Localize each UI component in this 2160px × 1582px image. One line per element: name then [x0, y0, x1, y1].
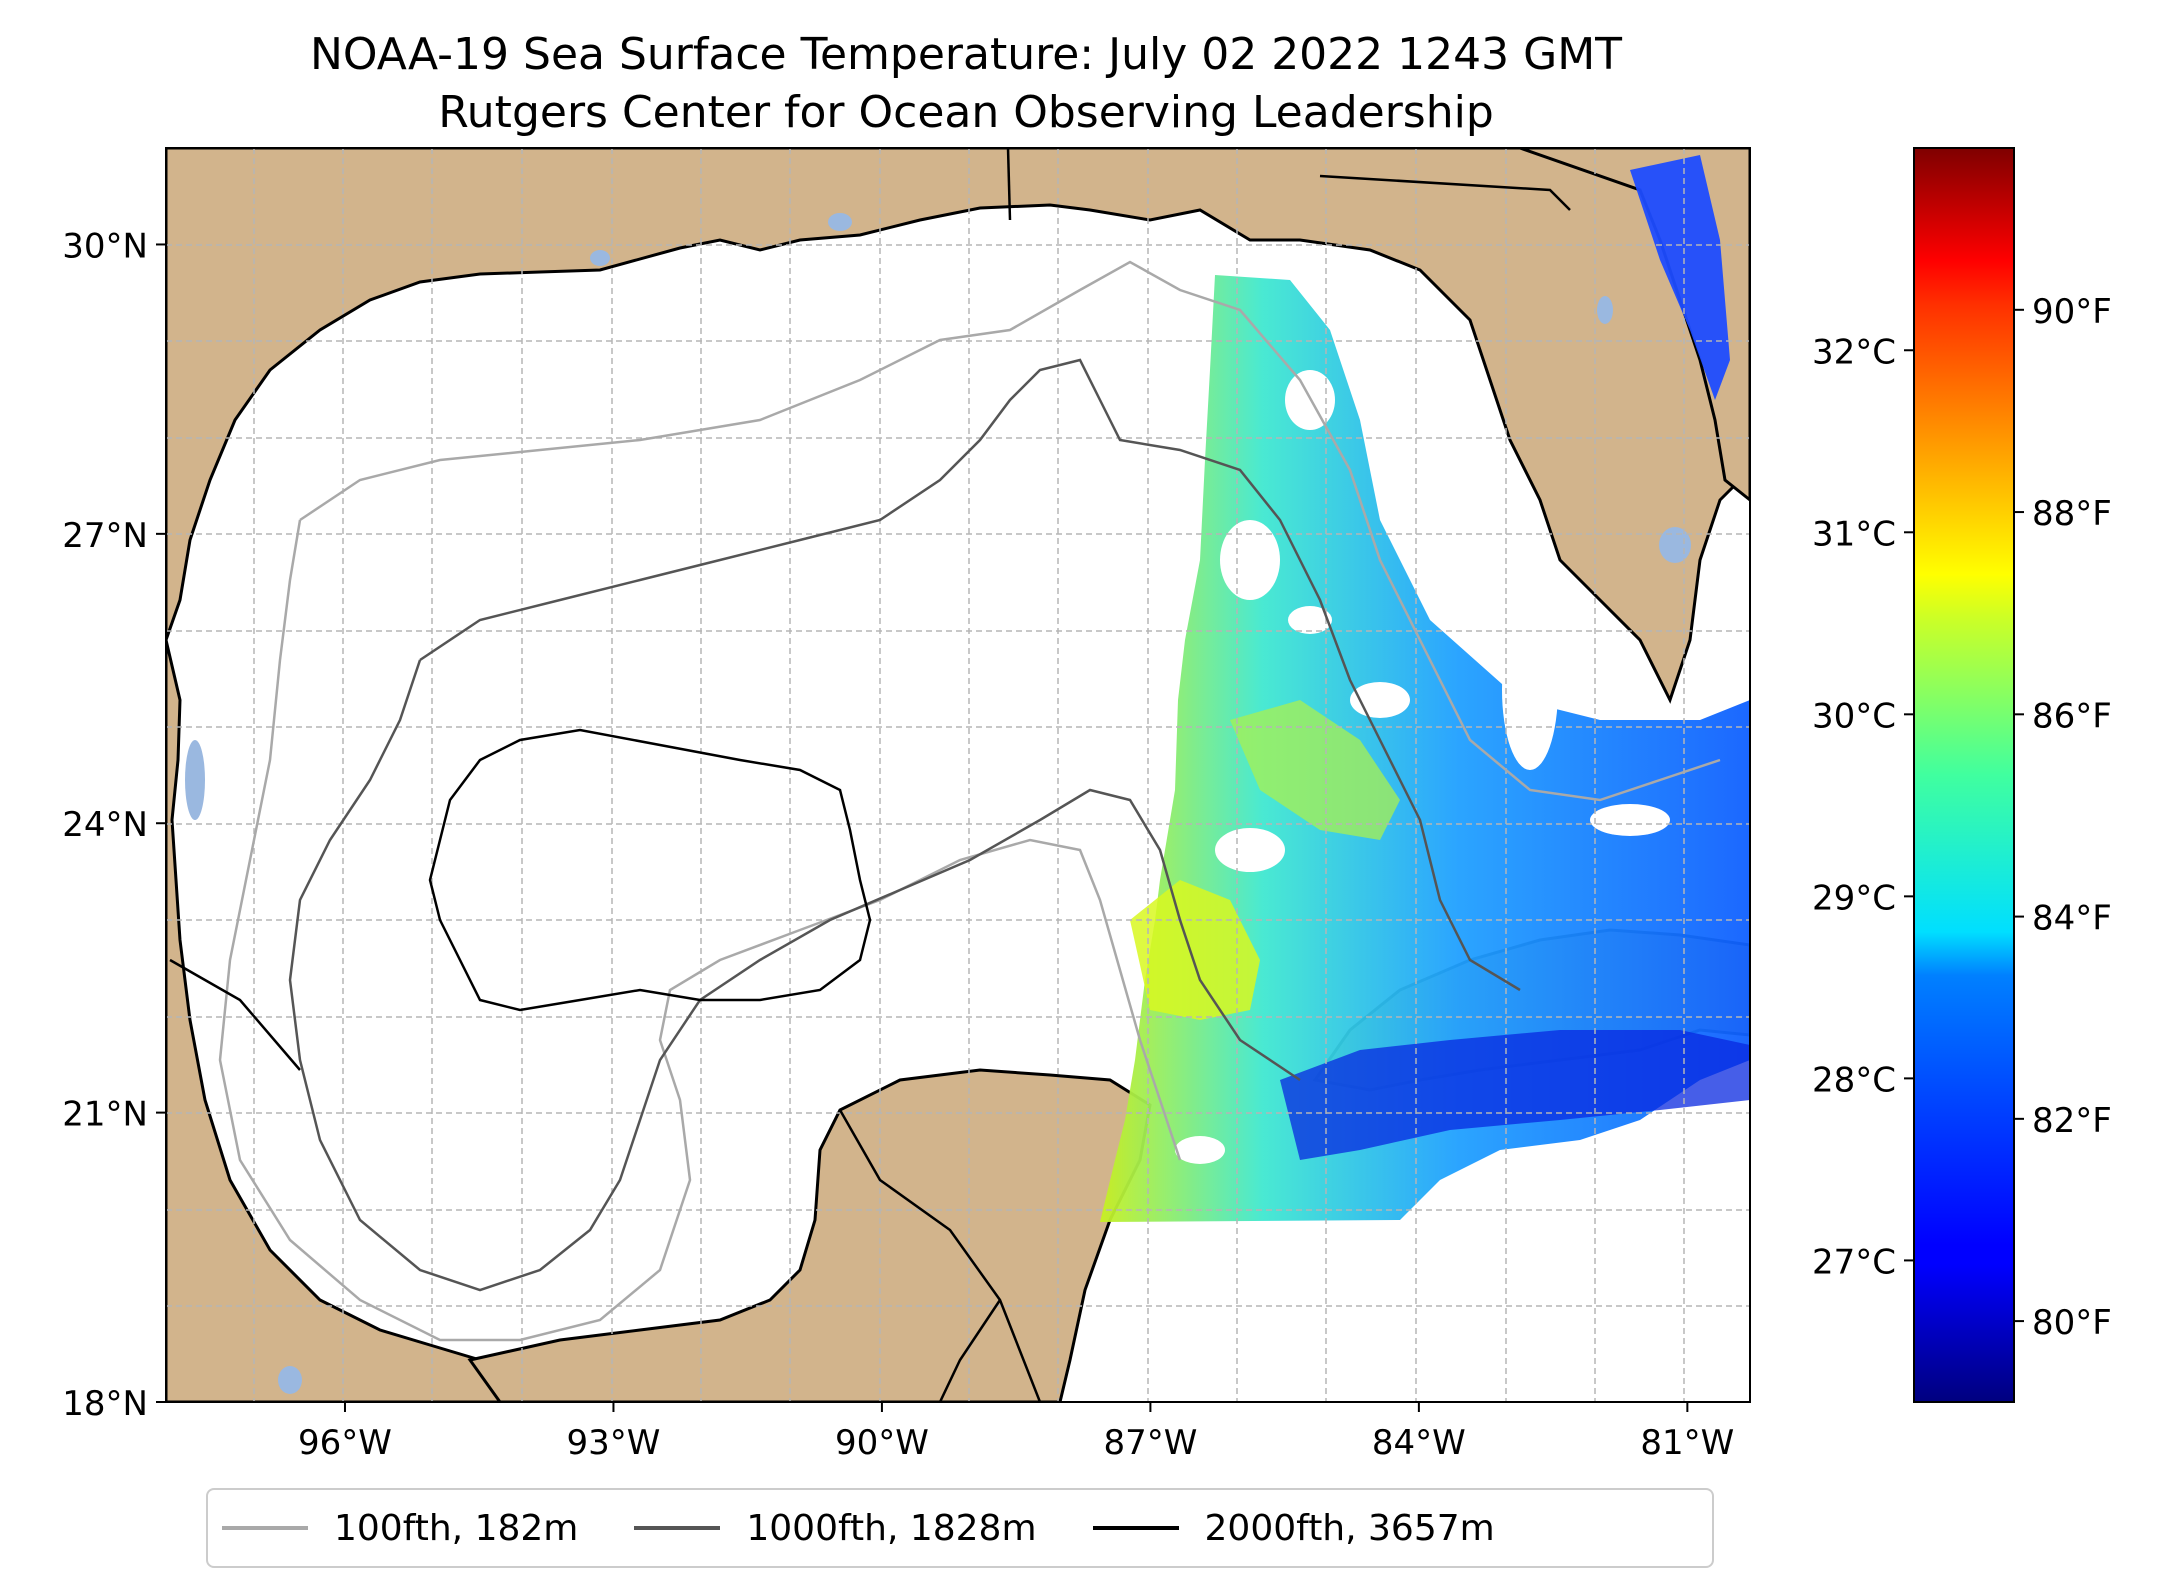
lat-tick-label: 30°N [62, 226, 148, 266]
lon-tick-label: 96°W [298, 1423, 392, 1463]
sst-cool-band [1280, 1030, 1750, 1160]
legend-label-1000fth: 1000fth, 1828m [746, 1507, 1037, 1549]
colorbar-f-tick-label: 90°F [2032, 292, 2112, 332]
colorbar-celsius-ticks: 27°C 28°C 29°C 30°C 31°C 32°C [1812, 332, 1914, 1282]
lat-tick-label: 24°N [62, 805, 148, 845]
lon-tick-label: 90°W [835, 1423, 929, 1463]
lakes [185, 213, 1691, 1394]
colorbar-fahrenheit-ticks: 80°F 82°F 84°F 86°F 88°F 90°F [2014, 292, 2112, 1343]
land-yucatan [467, 1068, 1152, 1402]
colorbar-f-tick-label: 84°F [2032, 899, 2112, 939]
contour-1000fth [288, 358, 1521, 1292]
contour-legend: 100fth, 182m 1000fth, 1828m 2000fth, 365… [206, 1488, 1714, 1568]
colorbar-f-tick-label: 88°F [2032, 494, 2112, 534]
contour-2000fth [428, 728, 872, 1012]
legend-swatch-1000fth [634, 1526, 721, 1530]
sst-warm-patch [1130, 880, 1260, 1020]
colorbar-c-tick-label: 32°C [1812, 332, 1896, 372]
colorbar-f-tick-label: 86°F [2032, 696, 2112, 736]
sst-swath-florida-east [1630, 155, 1730, 400]
title-line-2: Rutgers Center for Ocean Observing Leade… [438, 87, 1494, 138]
legend-swatch-2000fth [1092, 1526, 1179, 1530]
colorbar-f-tick-label: 80°F [2032, 1303, 2112, 1343]
chart-title: NOAA-19 Sea Surface Temperature: July 02… [166, 26, 1766, 142]
legend-item-100fth: 100fth, 182m [222, 1508, 578, 1549]
sst-warm-patch-2 [1230, 700, 1400, 840]
legend-item-2000fth: 2000fth, 3657m [1092, 1507, 1495, 1549]
lat-tick-label: 18°N [62, 1384, 148, 1424]
colorbar-c-tick-label: 28°C [1812, 1060, 1896, 1100]
lon-tick-label: 93°W [567, 1423, 661, 1463]
title-line-1: NOAA-19 Sea Surface Temperature: July 02… [309, 29, 1623, 80]
colorbar: 27°C 28°C 29°C 30°C 31°C 32°C 80°F 82°F 84°F 86°… [1812, 147, 2112, 1403]
sst-swath [1100, 155, 1750, 1222]
lat-tick-label: 27°N [62, 516, 148, 556]
political-boundaries [169, 148, 1571, 1402]
legend-label-2000fth: 2000fth, 3657m [1204, 1507, 1495, 1549]
map-panel [166, 148, 1750, 1402]
colorbar-c-tick-label: 30°C [1812, 696, 1896, 736]
legend-swatch-100fth [222, 1526, 308, 1530]
colorbar-c-tick-label: 31°C [1812, 514, 1896, 554]
map-frame [165, 147, 1751, 1403]
lat-tick-label: 21°N [62, 1095, 148, 1135]
lon-tick-label: 87°W [1103, 1423, 1197, 1463]
legend-item-1000fth: 1000fth, 1828m [634, 1507, 1037, 1549]
colorbar-f-tick-label: 82°F [2032, 1101, 2112, 1141]
legend-label-100fth: 100fth, 182m [334, 1507, 579, 1549]
longitude-axis: 96°W 93°W 90°W 87°W 84°W 81°W [298, 1402, 1734, 1463]
contour-100fth [218, 260, 1721, 1342]
bathymetry-contours [218, 260, 1721, 1342]
lon-tick-label: 81°W [1640, 1423, 1734, 1463]
latitude-axis: 18°N 21°N 24°N 27°N 30°N [62, 226, 166, 1424]
sst-swath-main [1100, 275, 1750, 1222]
colorbar-c-tick-label: 29°C [1812, 878, 1896, 918]
colorbar-scale [1913, 147, 2015, 1403]
lon-tick-label: 84°W [1372, 1423, 1466, 1463]
land-north-us [166, 148, 1750, 704]
colorbar-c-tick-label: 27°C [1812, 1242, 1896, 1282]
